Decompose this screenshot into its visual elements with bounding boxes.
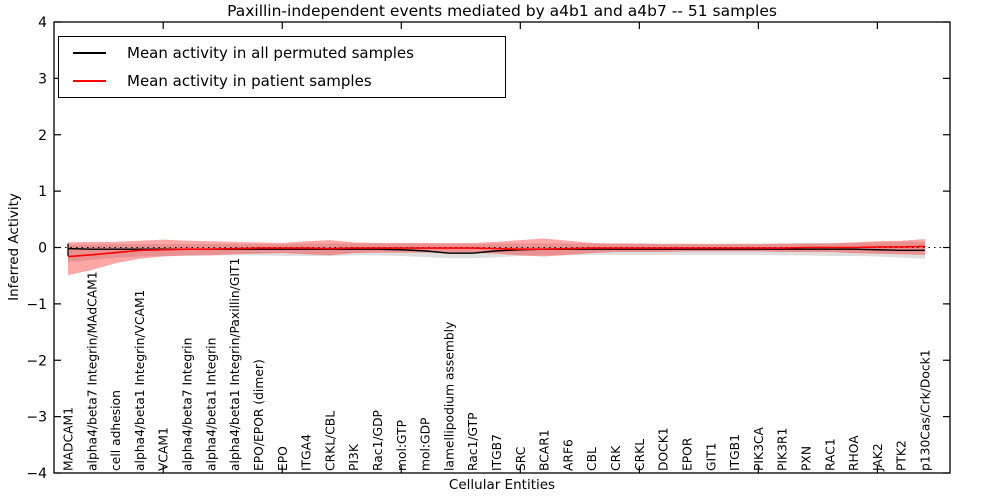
x-category-label: Rac1/GDP — [371, 410, 385, 471]
x-category-label: alpha4/beta7 Integrin/MAdCAM1 — [85, 271, 99, 471]
chart-title: Paxillin-independent events mediated by … — [227, 2, 777, 20]
y-tick-label: 0 — [38, 241, 47, 257]
x-category-label: PI3K — [347, 443, 361, 471]
x-category-label: DOCK1 — [657, 427, 671, 471]
x-category-label: EPO — [276, 446, 290, 471]
y-tick-label: −4 — [26, 466, 47, 482]
x-category-label: RAC1 — [823, 438, 837, 471]
x-category-label: JAK2 — [871, 443, 885, 472]
y-tick-label: 2 — [38, 128, 47, 144]
y-tick-label: −1 — [26, 297, 47, 313]
legend-label-permuted: Mean activity in all permuted samples — [127, 44, 414, 62]
y-tick-label: 1 — [38, 184, 47, 200]
x-category-label: alpha4/beta1 Integrin/VCAM1 — [133, 290, 147, 471]
permuted-std-band — [68, 241, 925, 262]
x-category-label: alpha4/beta1 Integrin/Paxillin/GIT1 — [228, 258, 242, 471]
x-category-label: cell adhesion — [109, 390, 123, 471]
permuted-line-swatch — [73, 52, 106, 54]
x-category-label: PXN — [799, 446, 813, 471]
x-category-label: PTK2 — [895, 440, 909, 471]
x-category-label: SRC — [514, 447, 528, 471]
x-category-label: CRKL — [633, 439, 647, 471]
x-category-label: CRKL/CBL — [323, 411, 337, 471]
y-axis-label: Inferred Activity — [6, 193, 22, 301]
x-category-label: ITGA4 — [300, 434, 314, 471]
x-category-label: VCAM1 — [157, 427, 171, 471]
y-tick-label: 3 — [38, 71, 47, 87]
x-axis-label: Cellular Entities — [448, 477, 556, 493]
x-category-label: Rac1/GTP — [466, 412, 480, 471]
y-tick-label: −2 — [26, 353, 47, 369]
x-category-label: ARF6 — [561, 439, 575, 471]
patient-mean-line — [67, 245, 926, 258]
x-category-label: PIK3CA — [752, 426, 766, 471]
x-category-label: GIT1 — [704, 443, 718, 472]
x-category-label: lamellipodium assembly — [442, 322, 456, 471]
x-category-label: CBL — [585, 447, 599, 471]
x-category-label: alpha4/beta7 Integrin — [181, 338, 195, 471]
x-category-label: CRK — [609, 445, 623, 471]
legend-label-patient: Mean activity in patient samples — [127, 72, 372, 90]
x-category-label: PIK3R1 — [776, 428, 790, 471]
y-tick-label: −3 — [26, 410, 47, 426]
x-category-label: EPOR — [680, 437, 694, 471]
x-category-label: BCAR1 — [538, 429, 552, 471]
x-category-label: ITGB7 — [490, 434, 504, 471]
legend-entry-patient: Mean activity in patient samples — [59, 67, 505, 95]
x-category-label: p130Cas/Crk/Dock1 — [919, 349, 933, 471]
patient-line-swatch — [73, 80, 106, 82]
x-category-label: MADCAM1 — [62, 407, 76, 471]
legend: Mean activity in all permuted samples Me… — [58, 36, 506, 98]
x-category-label: mol:GTP — [395, 420, 409, 471]
x-category-label: alpha4/beta1 Integrin — [204, 338, 218, 471]
legend-entry-permuted: Mean activity in all permuted samples — [59, 39, 505, 67]
y-tick-label: 4 — [38, 15, 47, 31]
x-category-label: mol:GDP — [419, 418, 433, 471]
x-category-label: EPO/EPOR (dimer) — [252, 359, 266, 471]
x-category-label: RHOA — [847, 435, 861, 471]
x-category-label: ITGB1 — [728, 434, 742, 471]
